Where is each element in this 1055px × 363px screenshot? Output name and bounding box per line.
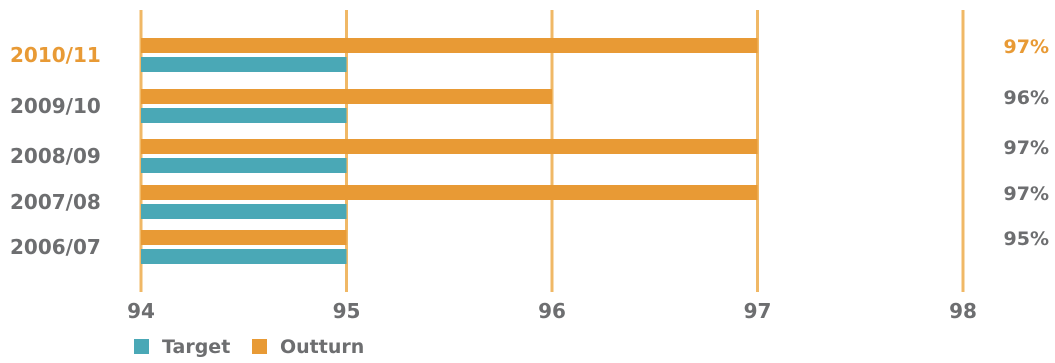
value-label: 96%: [1004, 87, 1049, 109]
legend-swatch-outturn: [252, 339, 267, 354]
legend-label-target: Target: [162, 336, 230, 358]
target-bar: [141, 158, 347, 173]
value-label: 95%: [1004, 228, 1049, 250]
category-label: 2006/07: [10, 235, 101, 259]
target-bar: [141, 249, 347, 264]
x-tick-label: 96: [538, 299, 566, 323]
category-label: 2010/11: [10, 43, 101, 67]
bars: [141, 38, 758, 264]
x-tick-label: 98: [949, 299, 977, 323]
value-labels: 97% 96% 97% 97% 95%: [1004, 36, 1049, 250]
x-tick-label: 94: [127, 299, 155, 323]
category-label: 2007/08: [10, 190, 101, 214]
outturn-bar: [141, 185, 758, 200]
legend: Target Outturn: [134, 336, 364, 358]
target-bar: [141, 57, 347, 72]
legend-label-outturn: Outturn: [280, 336, 364, 358]
legend-swatch-target: [134, 339, 149, 354]
x-tick-label: 95: [333, 299, 361, 323]
value-label: 97%: [1004, 137, 1049, 159]
outturn-bar: [141, 139, 758, 154]
target-bar: [141, 108, 347, 123]
outturn-bar: [141, 230, 347, 245]
value-label: 97%: [1004, 183, 1049, 205]
target-bar: [141, 204, 347, 219]
x-axis-ticks: 94 95 96 97 98: [127, 299, 977, 323]
x-tick-label: 97: [744, 299, 772, 323]
value-label: 97%: [1004, 36, 1049, 58]
category-label: 2009/10: [10, 94, 101, 118]
category-label: 2008/09: [10, 144, 101, 168]
outturn-bar: [141, 89, 552, 104]
category-labels: 2010/11 2009/10 2008/09 2007/08 2006/07: [10, 43, 101, 259]
outturn-bar: [141, 38, 758, 53]
